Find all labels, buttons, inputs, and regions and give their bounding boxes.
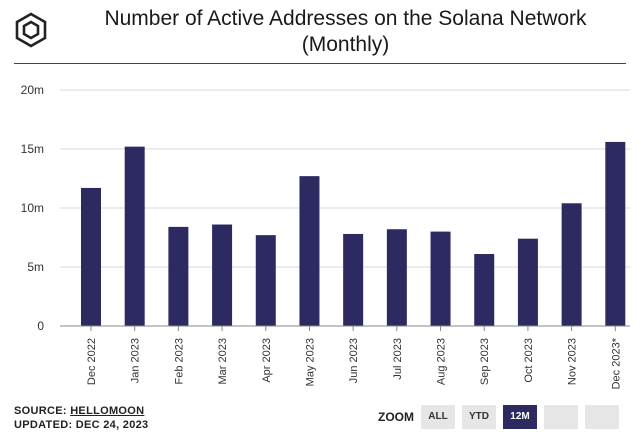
bar[interactable] [517, 238, 538, 326]
x-tick-label: Feb 2023 [173, 338, 185, 384]
y-tick-label: 5m [27, 260, 44, 274]
bar[interactable] [168, 226, 189, 326]
zoom-label: ZOOM [378, 410, 414, 424]
x-tick-label: Jun 2023 [348, 338, 360, 383]
chart-title: Number of Active Addresses on the Solana… [60, 6, 631, 58]
chart-title-line1: Number of Active Addresses on the Solana… [104, 7, 587, 30]
zoom-all-button[interactable]: ALL [421, 405, 455, 429]
x-tick-label: Aug 2023 [436, 338, 448, 385]
bar-chart: 0 5m 10m 15m 20m Dec 2022 Jan 2023 Feb 2023 Mar … [21, 83, 630, 389]
zoom-ytd-button[interactable]: YTD [462, 405, 496, 429]
x-tick-label: Dec 2022 [86, 338, 98, 385]
zoom-blank-button-2[interactable] [585, 405, 619, 429]
y-tick-label: 15m [21, 142, 44, 156]
zoom-blank-button-1[interactable] [544, 405, 578, 429]
bar[interactable] [605, 141, 626, 326]
source-note: SOURCE: HELLOMOON UPDATED: DEC 24, 2023 [14, 404, 148, 432]
bar[interactable] [430, 231, 451, 326]
source-link[interactable]: HELLOMOON [70, 405, 145, 417]
bar[interactable] [561, 203, 582, 326]
x-tick-label: Dec 2023* [610, 337, 622, 389]
updated-date: UPDATED: DEC 24, 2023 [14, 419, 149, 431]
x-tick-label: Nov 2023 [567, 338, 579, 385]
chart-title-line2: (Monthly) [301, 33, 390, 56]
bar[interactable] [343, 233, 364, 326]
bar[interactable] [255, 235, 276, 326]
x-tick-label: Mar 2023 [217, 338, 229, 384]
bar[interactable] [386, 229, 407, 326]
title-divider [14, 63, 626, 64]
bar[interactable] [299, 176, 320, 326]
bar[interactable] [212, 224, 233, 326]
y-tick-label: 10m [21, 201, 44, 215]
cube-logo-icon [15, 12, 47, 48]
x-tick-label: Jul 2023 [392, 338, 404, 380]
bar[interactable] [124, 146, 145, 326]
x-tick-label: Jan 2023 [130, 338, 142, 383]
bar[interactable] [81, 187, 101, 326]
source-label: SOURCE: [14, 405, 67, 417]
x-tick-label: May 2023 [304, 338, 316, 386]
x-tick-label: Sep 2023 [479, 338, 491, 385]
y-tick-label: 0 [37, 319, 44, 333]
x-tick-label: Apr 2023 [261, 338, 273, 383]
y-tick-label: 20m [21, 83, 44, 97]
x-tick-label: Oct 2023 [523, 338, 535, 383]
zoom-12m-button[interactable]: 12M [503, 405, 537, 429]
bar[interactable] [474, 254, 495, 326]
